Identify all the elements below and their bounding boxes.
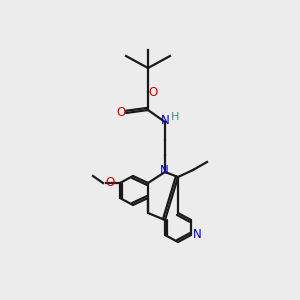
Text: O: O xyxy=(116,106,126,119)
Text: N: N xyxy=(160,164,168,178)
Text: O: O xyxy=(148,85,158,98)
Text: N: N xyxy=(193,229,201,242)
Text: O: O xyxy=(105,176,115,188)
Text: H: H xyxy=(171,112,179,122)
Text: N: N xyxy=(160,115,169,128)
